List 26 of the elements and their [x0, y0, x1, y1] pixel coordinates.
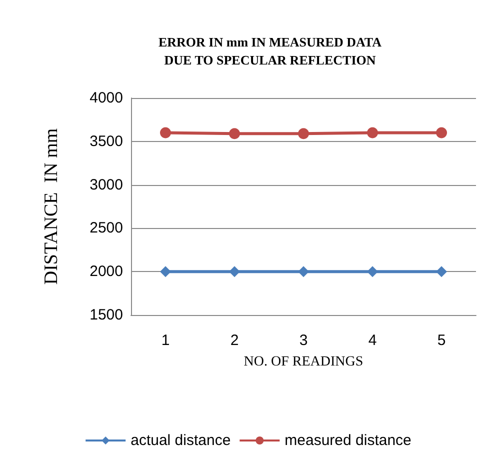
y-tick-label: 4000	[90, 90, 123, 106]
y-tick-label: 3000	[90, 176, 123, 194]
chart-title: ERROR IN mm IN MEASURED DATA DUE TO SPECULAR REFLECTION	[158, 34, 382, 68]
y-tick-label: 3500	[90, 132, 123, 150]
x-tick-label: 2	[230, 332, 239, 349]
legend-label: measured distance	[284, 432, 412, 449]
point	[367, 127, 378, 138]
legend-label: actual distance	[130, 432, 231, 449]
x-tick-label: 1	[161, 332, 170, 349]
y-tick-label: 2500	[90, 220, 123, 237]
y-tick-label: 2000	[90, 263, 123, 280]
point	[298, 128, 309, 140]
y-tick-label: 1500	[90, 306, 123, 324]
point	[160, 127, 171, 138]
x-tick-label: 3	[299, 332, 308, 349]
x-tick-label: 4	[368, 332, 377, 349]
point	[367, 266, 378, 278]
point	[229, 128, 240, 140]
point	[229, 266, 240, 278]
x-axis-title: NO. OF READINGS	[244, 354, 364, 370]
point	[160, 266, 171, 278]
y-axis-title: DISTANCE IN mm	[41, 128, 62, 285]
point	[298, 266, 309, 278]
point	[436, 127, 447, 138]
point	[436, 266, 447, 278]
x-tick-label: 5	[437, 332, 446, 349]
